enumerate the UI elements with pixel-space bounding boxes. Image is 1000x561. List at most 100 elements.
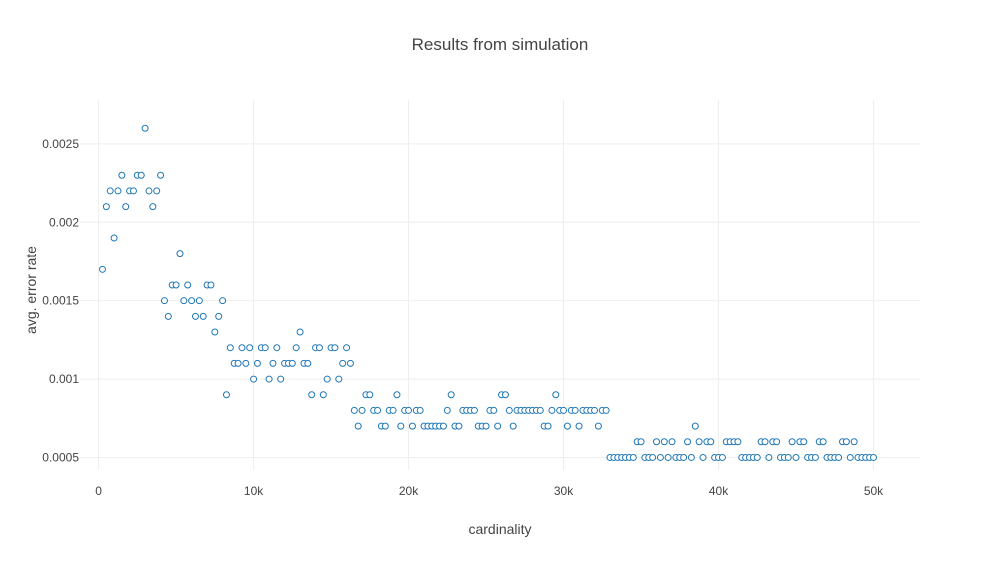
data-point bbox=[637, 438, 645, 446]
chart-title: Results from simulation bbox=[412, 35, 589, 54]
data-point bbox=[222, 391, 230, 399]
data-point bbox=[180, 297, 188, 305]
data-point bbox=[684, 438, 692, 446]
data-point bbox=[141, 124, 149, 132]
data-point bbox=[122, 203, 130, 211]
data-point bbox=[443, 406, 451, 414]
y-axis-title: avg. error rate bbox=[23, 246, 39, 334]
data-point bbox=[296, 328, 304, 336]
data-point bbox=[273, 344, 281, 352]
data-point bbox=[773, 438, 781, 446]
data-point bbox=[397, 422, 405, 430]
x-axis-title: cardinality bbox=[468, 521, 531, 537]
data-point bbox=[346, 359, 354, 367]
data-point bbox=[544, 422, 552, 430]
data-point bbox=[145, 187, 153, 195]
data-point bbox=[207, 281, 215, 289]
data-point bbox=[188, 297, 196, 305]
data-point bbox=[393, 391, 401, 399]
data-point bbox=[335, 375, 343, 383]
x-axis-ticks: 0 10k 20k 30k 40k 50k bbox=[95, 484, 884, 498]
data-point bbox=[734, 438, 742, 446]
data-point bbox=[870, 453, 878, 461]
data-point bbox=[157, 171, 165, 179]
data-point bbox=[761, 438, 769, 446]
data-point bbox=[315, 344, 323, 352]
data-point bbox=[238, 344, 246, 352]
x-tick-label: 20k bbox=[399, 484, 419, 498]
data-point bbox=[164, 312, 172, 320]
y-tick-label: 0.002 bbox=[49, 215, 79, 229]
data-point bbox=[416, 406, 424, 414]
data-point bbox=[308, 391, 316, 399]
data-point bbox=[323, 375, 331, 383]
data-point bbox=[176, 250, 184, 258]
data-point bbox=[339, 359, 347, 367]
data-point bbox=[350, 406, 358, 414]
data-point bbox=[668, 438, 676, 446]
data-point bbox=[664, 453, 672, 461]
data-point bbox=[560, 406, 568, 414]
data-point bbox=[354, 422, 362, 430]
data-point bbox=[447, 391, 455, 399]
y-tick-label: 0.0015 bbox=[42, 294, 79, 308]
data-point bbox=[184, 281, 192, 289]
data-point bbox=[846, 453, 854, 461]
data-point bbox=[656, 453, 664, 461]
data-point bbox=[160, 297, 168, 305]
data-point bbox=[261, 344, 269, 352]
data-point bbox=[784, 453, 792, 461]
data-point bbox=[319, 391, 327, 399]
data-point bbox=[660, 438, 668, 446]
data-point bbox=[195, 297, 203, 305]
data-point bbox=[695, 438, 703, 446]
data-point bbox=[691, 422, 699, 430]
data-point bbox=[505, 406, 513, 414]
data-point bbox=[753, 453, 761, 461]
data-point bbox=[470, 406, 478, 414]
x-tick-label: 10k bbox=[244, 484, 264, 498]
data-point bbox=[509, 422, 517, 430]
data-point bbox=[234, 359, 242, 367]
data-point bbox=[343, 344, 351, 352]
data-point bbox=[629, 453, 637, 461]
x-tick-label: 50k bbox=[864, 484, 884, 498]
data-point bbox=[253, 359, 261, 367]
data-point bbox=[819, 438, 827, 446]
data-point bbox=[250, 375, 258, 383]
data-point bbox=[102, 203, 110, 211]
data-point bbox=[850, 438, 858, 446]
data-point bbox=[490, 406, 498, 414]
data-point bbox=[842, 438, 850, 446]
data-point bbox=[788, 438, 796, 446]
data-point bbox=[304, 359, 312, 367]
y-tick-label: 0.001 bbox=[49, 372, 79, 386]
data-point bbox=[172, 281, 180, 289]
data-point bbox=[602, 406, 610, 414]
data-point bbox=[548, 406, 556, 414]
data-point bbox=[366, 391, 374, 399]
data-point bbox=[226, 344, 234, 352]
data-point bbox=[811, 453, 819, 461]
data-point bbox=[594, 422, 602, 430]
data-point bbox=[153, 187, 161, 195]
data-point bbox=[191, 312, 199, 320]
data-point bbox=[110, 234, 118, 242]
data-point bbox=[552, 391, 560, 399]
data-point bbox=[114, 187, 122, 195]
data-point bbox=[199, 312, 207, 320]
data-point bbox=[288, 359, 296, 367]
data-point bbox=[242, 359, 250, 367]
data-point bbox=[575, 422, 583, 430]
data-point bbox=[482, 422, 490, 430]
data-point bbox=[501, 391, 509, 399]
data-point bbox=[331, 344, 339, 352]
y-axis-ticks: 0.0005 0.001 0.0015 0.002 0.0025 bbox=[42, 137, 79, 465]
x-tick-label: 40k bbox=[709, 484, 729, 498]
x-tick-label: 30k bbox=[554, 484, 574, 498]
data-point bbox=[265, 375, 273, 383]
data-point bbox=[536, 406, 544, 414]
data-point bbox=[718, 453, 726, 461]
data-point bbox=[765, 453, 773, 461]
